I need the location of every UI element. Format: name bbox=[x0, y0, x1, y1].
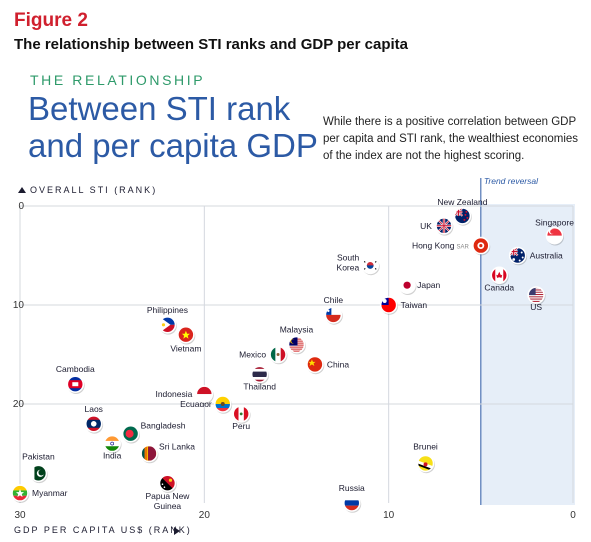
x-axis-label: GDP PER CAPITA US$ (RANK) bbox=[14, 525, 192, 535]
point-label-mx: Mexico bbox=[239, 350, 266, 360]
figure-title: The relationship between STI ranks and G… bbox=[14, 36, 408, 53]
point-label-au: Australia bbox=[530, 251, 563, 261]
flag-marker-pg bbox=[158, 474, 177, 493]
description: While there is a positive correlation be… bbox=[323, 116, 579, 162]
point-label-nz: New Zealand bbox=[437, 197, 487, 207]
flag-marker-jp bbox=[398, 276, 417, 295]
point-label-bd: Bangladesh bbox=[141, 421, 186, 431]
point-label-tw: Taiwan bbox=[401, 300, 428, 310]
flag-marker-th bbox=[250, 365, 270, 385]
flag-marker-mm bbox=[11, 484, 30, 503]
right-arrow-icon bbox=[174, 527, 180, 535]
y-tick-label: 20 bbox=[13, 399, 25, 410]
flag-marker-uk bbox=[435, 217, 454, 236]
point-label-ph: Philippines bbox=[147, 305, 188, 315]
flag-marker-tw bbox=[379, 296, 399, 315]
flag-marker-ph bbox=[158, 315, 177, 335]
point-label-th: Thailand bbox=[243, 381, 276, 391]
point-label-cn: China bbox=[327, 359, 349, 369]
point-label-vn: Vietnam bbox=[170, 344, 201, 354]
flag-marker-nz bbox=[453, 207, 472, 226]
kicker: THE RELATIONSHIP bbox=[30, 72, 206, 88]
flag-marker-ec bbox=[213, 395, 233, 414]
point-label-cl: Chile bbox=[324, 295, 344, 305]
flag-marker-kh bbox=[66, 375, 85, 394]
point-label-pk: Pakistan bbox=[22, 451, 55, 461]
trend-reversal-label: Trend reversal bbox=[484, 176, 539, 186]
point-label-in: India bbox=[103, 451, 122, 461]
flag-marker-id bbox=[195, 385, 214, 404]
flag-marker-mx bbox=[269, 345, 288, 365]
flag-marker-bn bbox=[416, 454, 435, 474]
flag-marker-hk bbox=[472, 236, 491, 256]
flag-marker-sg bbox=[545, 226, 564, 246]
high-gdp-shaded-region bbox=[480, 204, 575, 505]
point-label-us: US bbox=[530, 302, 542, 312]
flag-marker-in bbox=[103, 434, 122, 454]
flag-marker-cl bbox=[324, 306, 343, 325]
flag-marker-ca bbox=[490, 266, 509, 286]
flag-marker-us bbox=[527, 286, 546, 305]
point-label-uk: UK bbox=[420, 221, 432, 231]
point-label-my: Malaysia bbox=[280, 325, 314, 335]
x-tick-label: 0 bbox=[570, 510, 576, 521]
point-label-hk: Hong Kong SAR bbox=[412, 241, 470, 251]
figure-label: Figure 2 bbox=[14, 10, 88, 31]
point-label-ca: Canada bbox=[484, 282, 514, 292]
flag-marker-my bbox=[287, 335, 306, 355]
point-label-kh: Cambodia bbox=[56, 364, 95, 374]
y-axis-label: OVERALL STI (RANK) bbox=[30, 185, 157, 195]
point-label-kr: South Korea bbox=[337, 252, 360, 272]
point-label-pe: Peru bbox=[232, 421, 250, 431]
point-label-la: Laos bbox=[85, 404, 103, 414]
y-tick-label: 10 bbox=[13, 300, 25, 311]
point-label-lk: Sri Lanka bbox=[159, 442, 195, 452]
up-arrow-icon bbox=[18, 187, 26, 193]
point-label-id: Indonesia bbox=[155, 389, 192, 399]
point-label-mm: Myanmar bbox=[32, 488, 68, 498]
x-tick-label: 30 bbox=[14, 510, 26, 521]
point-label-sg: Singapore bbox=[535, 218, 574, 228]
x-tick-label: 10 bbox=[383, 510, 395, 521]
y-tick-label: 0 bbox=[18, 201, 24, 212]
headline: Between STI rank and per capita GDP bbox=[28, 90, 318, 164]
x-tick-label: 20 bbox=[199, 510, 211, 521]
flag-marker-lk bbox=[140, 444, 159, 464]
point-label-pg: Papua New Guinea bbox=[145, 491, 190, 511]
flag-marker-kr bbox=[361, 256, 380, 276]
flag-marker-bd bbox=[121, 424, 140, 444]
flag-marker-pk bbox=[29, 464, 48, 484]
flag-marker-cn bbox=[306, 355, 325, 375]
point-label-jp: Japan bbox=[417, 280, 440, 290]
flag-marker-au bbox=[508, 246, 528, 266]
flag-marker-la bbox=[84, 414, 104, 434]
point-label-ec: Ecuador bbox=[180, 399, 212, 409]
flag-marker-pe bbox=[232, 405, 251, 424]
flag-marker-vn bbox=[177, 325, 196, 345]
point-label-bn: Brunei bbox=[413, 441, 438, 451]
flag-marker-ru bbox=[342, 494, 362, 513]
point-label-ru: Russia bbox=[339, 483, 365, 493]
